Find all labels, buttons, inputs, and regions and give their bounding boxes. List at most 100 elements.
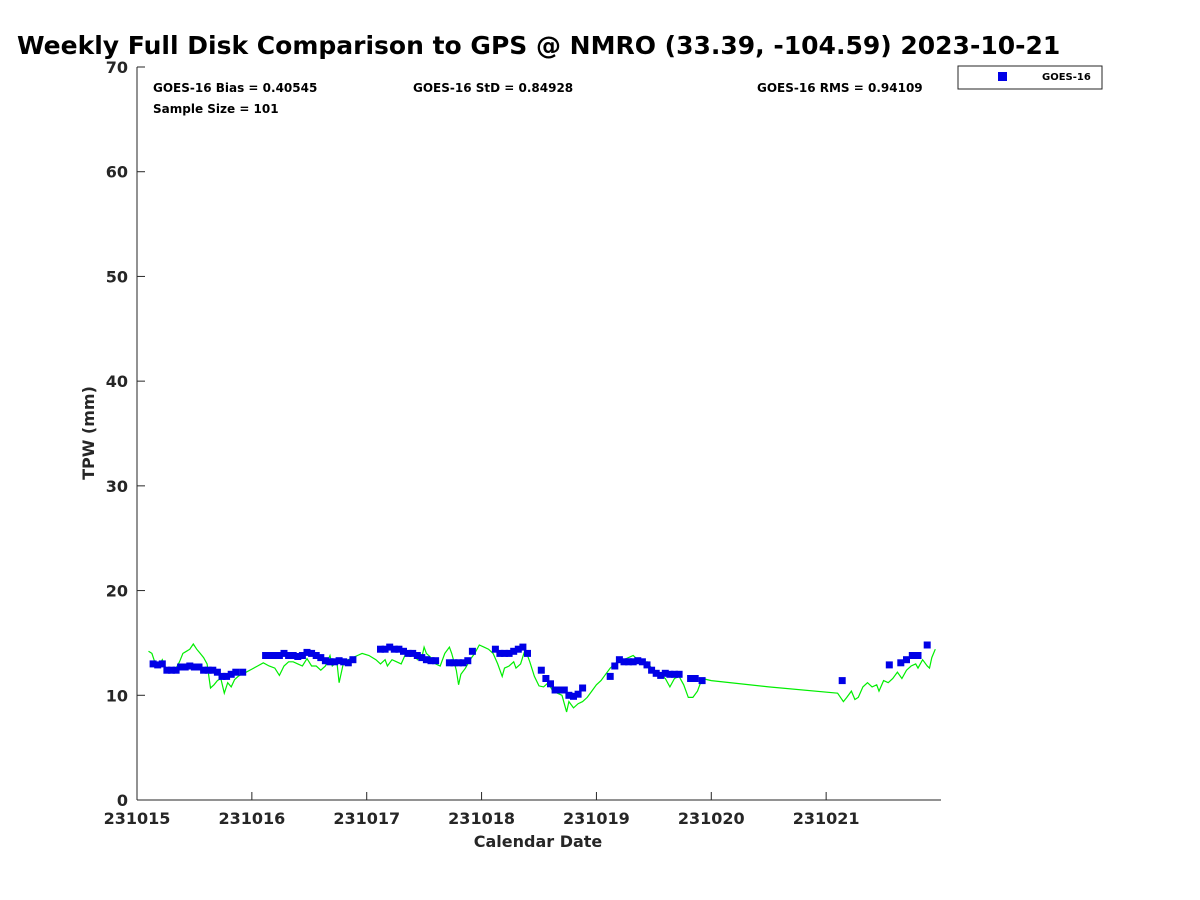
goes16-point xyxy=(547,680,554,688)
goes16-point xyxy=(223,672,231,680)
goes16-point xyxy=(168,666,175,674)
goes16-point xyxy=(698,677,706,685)
goes16-point xyxy=(885,661,893,669)
goes16-point xyxy=(377,645,384,653)
goes16-point xyxy=(574,690,582,698)
goes16-point xyxy=(496,649,504,657)
goes16-point xyxy=(275,652,283,659)
goes16-point xyxy=(227,670,235,678)
goes16-point xyxy=(395,645,403,653)
goes16-point xyxy=(317,654,325,662)
goes16-point xyxy=(163,666,171,674)
goes16-point xyxy=(464,657,472,665)
goes16-point xyxy=(657,671,665,679)
x-tick-label: 231019 xyxy=(563,809,630,828)
x-axis-label: Calendar Date xyxy=(474,832,603,851)
goes16-point xyxy=(510,647,518,655)
std-stat: GOES-16 StD = 0.84928 xyxy=(413,81,573,95)
goes16-point xyxy=(648,666,656,674)
goes16-point xyxy=(213,668,221,676)
goes16-point xyxy=(218,672,226,680)
goes16-point xyxy=(620,658,628,666)
goes16-point xyxy=(611,662,619,670)
goes16-point xyxy=(923,641,931,649)
goes16-point xyxy=(262,652,270,659)
goes16-point xyxy=(450,659,458,667)
rms-stat: GOES-16 RMS = 0.94109 xyxy=(757,81,923,95)
goes16-point xyxy=(551,686,559,694)
goes16-point xyxy=(289,652,297,659)
goes16-point xyxy=(459,659,467,667)
goes16-point xyxy=(321,657,329,665)
goes16-point xyxy=(455,659,463,667)
goes16-point xyxy=(177,663,185,671)
goes16-point xyxy=(200,666,208,674)
goes16-point xyxy=(404,649,412,657)
goes16-point xyxy=(908,652,916,659)
goes16-point xyxy=(149,660,157,668)
y-tick-label: 70 xyxy=(106,58,128,77)
goes16-point xyxy=(897,659,905,667)
goes16-point xyxy=(308,649,316,657)
legend-box xyxy=(957,65,1103,90)
goes16-point xyxy=(209,666,217,674)
goes16-point xyxy=(671,670,678,678)
goes16-point xyxy=(154,661,162,669)
goes16-point xyxy=(232,668,240,676)
goes16-point xyxy=(638,658,646,666)
goes16-point xyxy=(634,657,642,665)
goes16-point xyxy=(524,649,531,657)
legend-marker xyxy=(998,72,1007,81)
bias-stat: GOES-16 Bias = 0.40545 xyxy=(153,81,317,95)
goes16-point xyxy=(625,658,633,666)
goes16-point xyxy=(312,652,320,659)
goes16-point xyxy=(914,652,922,659)
y-tick-label: 30 xyxy=(106,477,128,496)
legend: GOES-16 xyxy=(957,65,1103,90)
goes16-point xyxy=(468,647,476,655)
goes16-point xyxy=(294,653,302,660)
goes16-point xyxy=(432,657,440,665)
x-tick-label: 231015 xyxy=(104,809,171,828)
goes16-point xyxy=(158,660,166,668)
goes16-point xyxy=(239,668,247,676)
goes16-point xyxy=(445,659,453,667)
goes16-point xyxy=(643,661,651,669)
goes16-point xyxy=(381,645,389,653)
goes16-point xyxy=(666,670,674,678)
chart-title: Weekly Full Disk Comparison to GPS @ NMR… xyxy=(17,31,1060,60)
goes16-point xyxy=(556,686,564,694)
goes16-point xyxy=(298,652,306,659)
y-axis-label: TPW (mm) xyxy=(79,386,98,480)
goes16-point xyxy=(629,658,637,666)
goes16-point xyxy=(606,672,614,680)
goes16-point xyxy=(172,666,180,674)
goes16-point xyxy=(560,686,568,694)
y-tick-label: 50 xyxy=(106,267,128,286)
x-tick-label: 231018 xyxy=(448,809,515,828)
goes16-point xyxy=(615,656,623,664)
goes16-point xyxy=(204,666,212,674)
goes16-point xyxy=(691,675,699,682)
goes16-series xyxy=(149,641,931,700)
goes16-point xyxy=(331,658,339,666)
goes16-point xyxy=(285,652,293,659)
goes16-point xyxy=(652,669,660,677)
x-tick-label: 231021 xyxy=(793,809,860,828)
goes16-point xyxy=(422,656,430,664)
goes16-point xyxy=(537,666,545,674)
goes16-point xyxy=(661,669,669,677)
goes16-point xyxy=(565,691,573,699)
goes16-point xyxy=(505,649,513,657)
goes16-point xyxy=(326,658,334,666)
goes16-point xyxy=(687,675,695,682)
goes16-point xyxy=(181,663,189,671)
goes16-point xyxy=(271,652,279,659)
goes16-point xyxy=(340,658,348,666)
goes16-point xyxy=(675,670,683,678)
x-tick-label: 231016 xyxy=(218,809,285,828)
goes16-point xyxy=(413,652,421,659)
goes16-point xyxy=(418,654,426,662)
goes16-point xyxy=(303,648,311,656)
